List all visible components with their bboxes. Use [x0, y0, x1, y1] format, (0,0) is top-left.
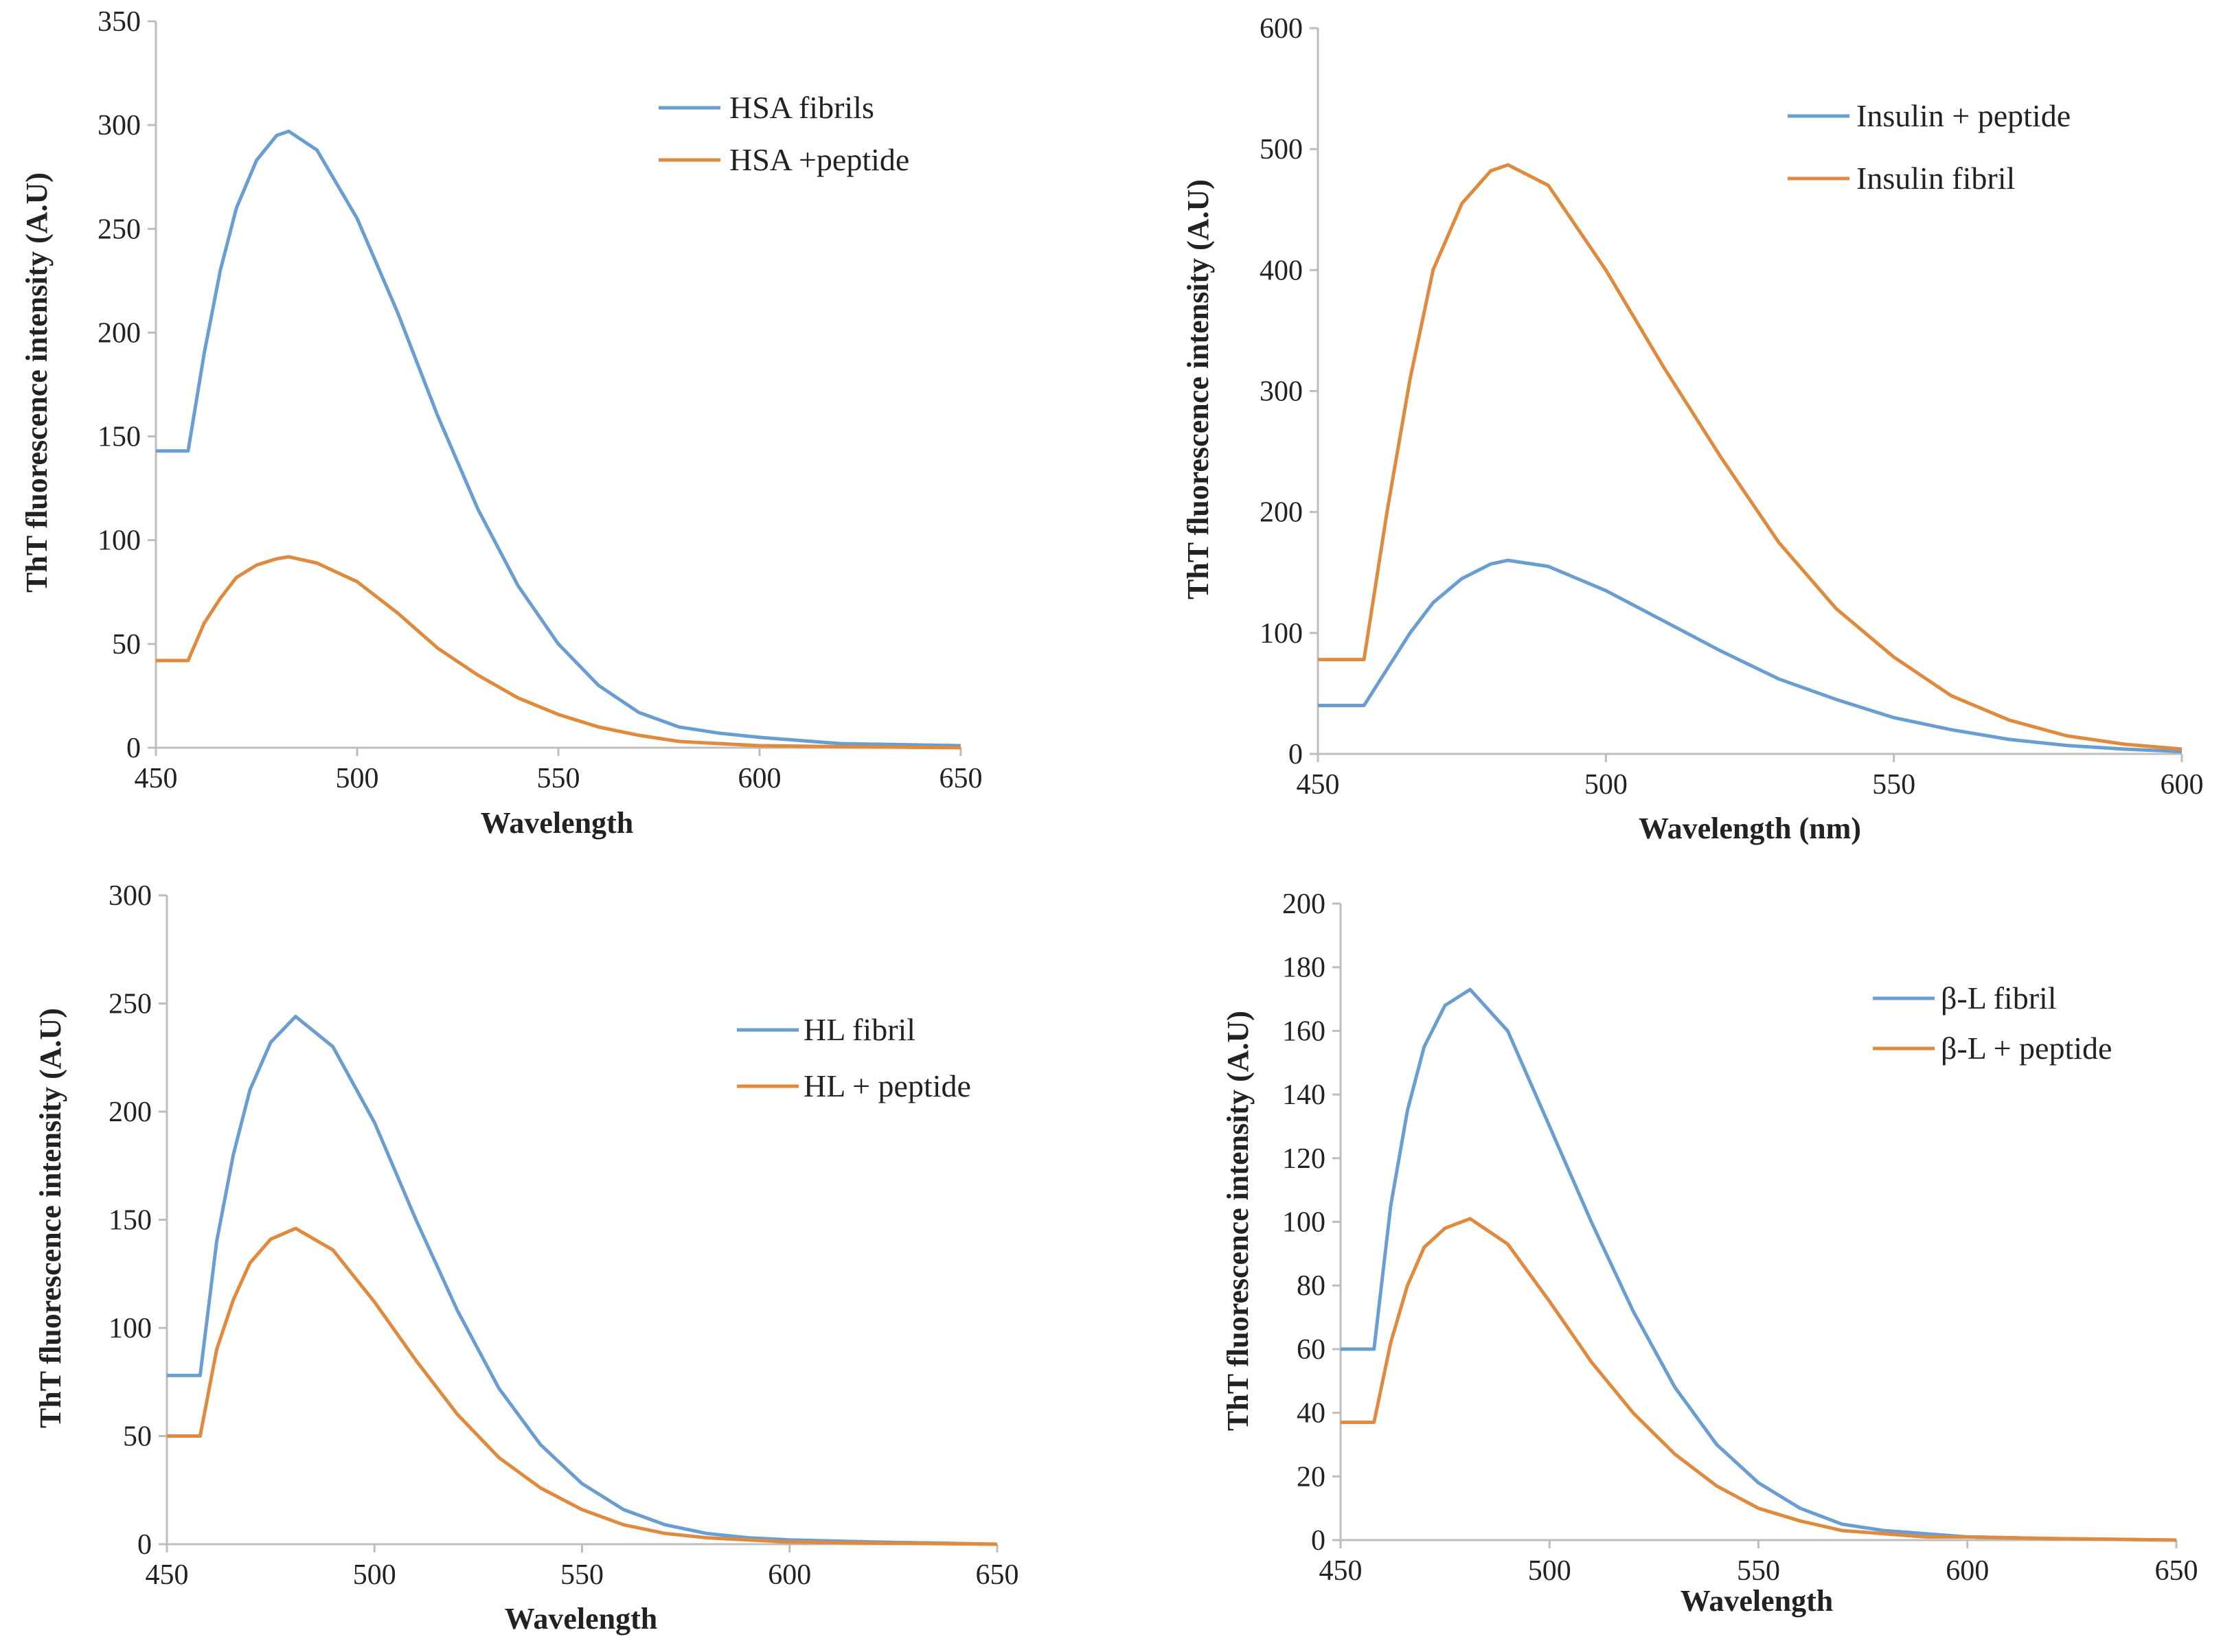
chart-panel-2: 0 100 200 300 400 500 600 450 500 550 600 Wavelengt… [1181, 13, 2203, 845]
y-tick-label: 140 [1282, 1079, 1325, 1111]
x-tick-label: 650 [939, 763, 983, 794]
y-tick-label: 20 [1297, 1461, 1325, 1493]
y-tick-label: 100 [98, 525, 141, 557]
y-tick-label: 50 [123, 1421, 152, 1453]
x-tick-label: 500 [336, 763, 379, 794]
series-line-1 [1318, 558, 2183, 753]
legend-label: β-L + peptide [1941, 1031, 2112, 1066]
x-axis-title: Wavelength (nm) [1639, 812, 1861, 845]
x-tick-label: 450 [135, 763, 178, 794]
y-axis-title: ThT fluorescence intensity (A.U) [1181, 179, 1215, 599]
x-tick-label: 450 [1297, 769, 1340, 801]
x-axis-title: Wavelength [481, 806, 633, 840]
y-tick-label: 500 [1260, 134, 1303, 165]
y-tick-label: 160 [1282, 1016, 1325, 1047]
y-tick-label: 300 [109, 880, 152, 912]
y-tick-label: 50 [112, 629, 141, 661]
y-tick-label: 100 [109, 1313, 152, 1344]
x-tick-label: 500 [1528, 1555, 1571, 1587]
y-tick-label: 120 [1282, 1143, 1325, 1175]
y-axis-title: ThT fluorescence intensity (A.U) [20, 172, 54, 593]
series-line-2 [1318, 163, 2183, 751]
x-tick-label: 600 [2161, 769, 2204, 801]
x-tick-label: 650 [2155, 1555, 2198, 1587]
y-tick-label: 600 [1260, 13, 1303, 45]
y-tick-label: 250 [109, 989, 152, 1020]
y-tick-label: 200 [1282, 888, 1325, 920]
y-tick-label: 150 [98, 422, 141, 453]
y-tick-label: 100 [1282, 1207, 1325, 1239]
y-tick-label: 300 [98, 110, 141, 141]
y-tick-label: 100 [1260, 618, 1303, 650]
legend-label: HL + peptide [804, 1068, 971, 1103]
x-axis-title: Wavelength [1681, 1584, 1833, 1618]
chart-panel-3: 0 50 100 150 200 250 300 450 500 550 600 650 Wavelen… [34, 880, 1018, 1636]
x-tick-label: 550 [1872, 769, 1915, 801]
x-tick-label: 500 [353, 1559, 396, 1591]
y-tick-label: 300 [1260, 376, 1303, 408]
x-axis-title: Wavelength [505, 1602, 657, 1636]
y-axis-title: ThT fluorescence intensity (A.U) [34, 1008, 67, 1428]
x-tick-label: 600 [1946, 1555, 1989, 1587]
y-tick-label: 0 [126, 733, 141, 764]
y-tick-label: 40 [1297, 1398, 1325, 1430]
y-tick-label: 80 [1297, 1270, 1325, 1302]
legend-label: Insulin + peptide [1856, 98, 2071, 133]
x-tick-label: 450 [146, 1559, 189, 1591]
x-tick-label: 450 [1319, 1555, 1363, 1587]
y-axis-title: ThT fluorescence intensity (A.U) [1221, 1011, 1255, 1431]
x-tick-label: 500 [1584, 769, 1628, 801]
y-tick-label: 0 [137, 1529, 152, 1561]
series-line-1 [167, 1014, 998, 1546]
series-line-2 [167, 1226, 998, 1546]
y-tick-label: 0 [1288, 739, 1303, 770]
legend-label: β-L fibril [1941, 980, 2057, 1016]
y-tick-label: 200 [98, 317, 141, 349]
y-tick-label: 350 [98, 6, 141, 38]
y-tick-label: 200 [109, 1097, 152, 1128]
legend-label: HSA +peptide [729, 142, 909, 177]
legend-label: Insulin fibril [1856, 161, 2015, 196]
y-tick-label: 150 [109, 1205, 152, 1237]
y-tick-label: 180 [1282, 952, 1325, 984]
x-tick-label: 650 [976, 1559, 1019, 1591]
series-line-2 [156, 555, 961, 750]
y-tick-label: 200 [1260, 497, 1303, 529]
x-tick-label: 550 [560, 1559, 604, 1591]
series-line-1 [1341, 987, 2177, 1542]
y-tick-label: 60 [1297, 1334, 1325, 1366]
chart-panel-4: 0 20 40 60 80 100 120 140 160 180 200 450 500 550 600 6… [1221, 888, 2198, 1618]
series-line-2 [1341, 1217, 2177, 1542]
legend-label: HL fibril [804, 1012, 915, 1047]
legend-label: HSA fibrils [729, 90, 874, 125]
x-tick-label: 550 [537, 763, 580, 794]
x-tick-label: 550 [1737, 1555, 1780, 1587]
chart-panel-1: 0 50 100 150 200 250 300 350 450 500 550 600 650 Wave… [20, 6, 982, 840]
x-tick-label: 600 [738, 763, 782, 794]
y-tick-label: 400 [1260, 255, 1303, 286]
series-line-1 [156, 129, 961, 748]
x-tick-label: 600 [768, 1559, 811, 1591]
y-tick-label: 250 [98, 214, 141, 245]
y-tick-label: 0 [1311, 1525, 1325, 1557]
